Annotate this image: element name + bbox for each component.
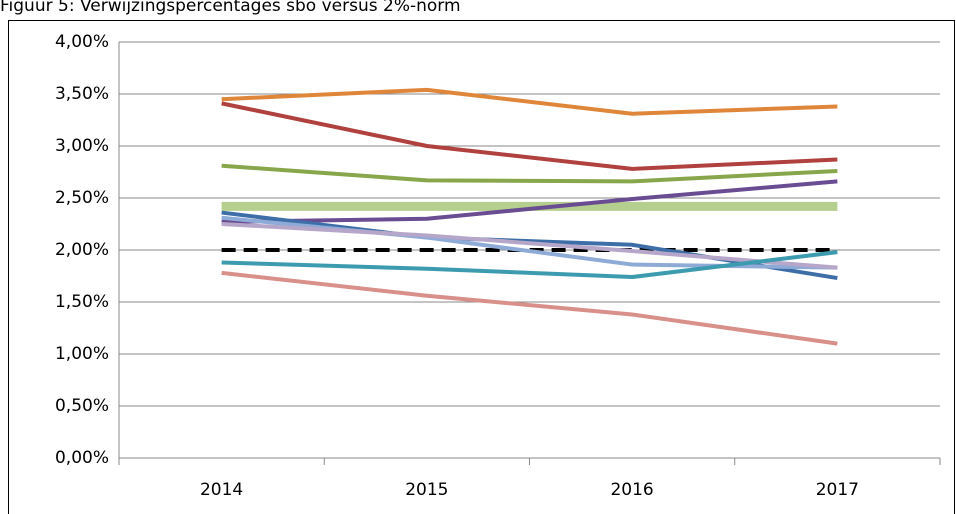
x-tick-label: 2014 (200, 480, 243, 500)
series-line (221, 101, 838, 171)
y-tick-label: 0,00% (55, 448, 109, 468)
series-line (221, 179, 838, 224)
y-tick-label: 2,50% (55, 188, 109, 208)
x-tick-label: 2015 (405, 480, 448, 500)
series-line (221, 210, 838, 281)
y-tick-label: 3,50% (55, 84, 109, 104)
y-tick-label: 1,00% (55, 344, 109, 364)
y-tick-label: 2,00% (55, 240, 109, 260)
y-tick-label: 4,00% (55, 32, 109, 52)
series-line (221, 270, 838, 346)
y-tick-label: 3,00% (55, 136, 109, 156)
y-tick-label: 0,50% (55, 396, 109, 416)
series-line (221, 163, 838, 184)
x-tick-label: 2016 (610, 480, 653, 500)
chart-title: Figuur 5: Verwijzingspercentages sbo ver… (0, 0, 461, 16)
series-line (221, 87, 838, 116)
x-tick-label: 2017 (816, 480, 859, 500)
series-line (221, 250, 838, 280)
series-line (221, 222, 838, 270)
chart-frame (8, 20, 955, 514)
y-tick-label: 1,50% (55, 292, 109, 312)
